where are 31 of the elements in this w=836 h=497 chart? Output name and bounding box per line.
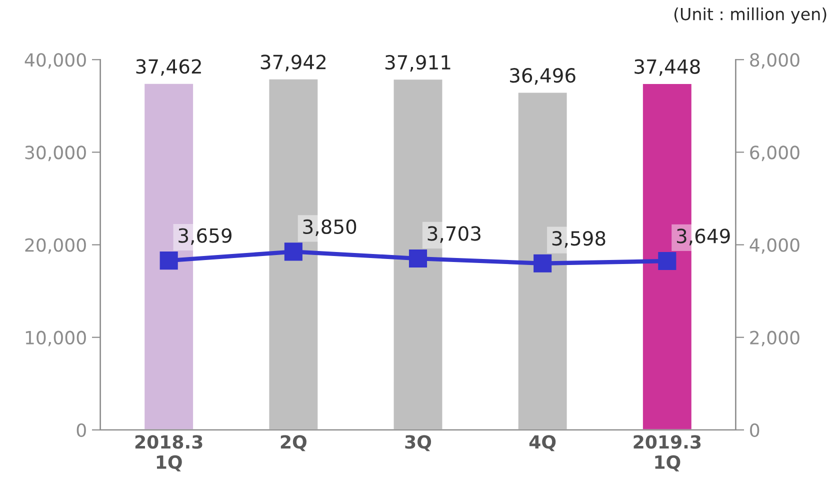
y-tick-label: 10,000 [26, 330, 86, 346]
data-label: 3,703 [428, 226, 480, 243]
data-label: 3,649 [676, 228, 730, 246]
point [534, 254, 552, 272]
y-tick-label: 30,000 [25, 146, 86, 162]
data-label: 36,496 [510, 68, 576, 85]
y2-tick-label: 2,000 [750, 330, 800, 346]
y2-tick-label: 8,000 [750, 53, 800, 69]
point [658, 252, 676, 270]
y-tick-label: 20,000 [25, 238, 86, 254]
data-label: 3,850 [303, 219, 356, 236]
x-tick-label: 2019.3 1Q [634, 435, 701, 472]
data-label: 37,942 [260, 54, 326, 72]
point [408, 249, 428, 268]
y2-tick-label: 6,000 [750, 146, 800, 162]
x-tick-label: 2018.3 1Q [135, 435, 202, 472]
data-label: 37,448 [634, 59, 700, 76]
data-label: 37,911 [385, 54, 450, 72]
data-label: 3,598 [552, 231, 606, 248]
y2-tick-label: 0 [750, 423, 760, 438]
x-tick-label: 3Q [405, 435, 432, 452]
data-label: 37,462 [136, 59, 201, 76]
x-tick-label: 2Q [280, 435, 306, 452]
point [160, 252, 178, 270]
point [284, 242, 302, 261]
y-tick-label: 40,000 [24, 53, 86, 69]
y2-tick-label: 4,000 [750, 238, 800, 254]
x-tick-label: 4Q [529, 435, 556, 452]
y-tick-label: 0 [76, 423, 86, 438]
text: (Unit : million yen) [674, 7, 826, 24]
data-label: 3,659 [178, 228, 232, 245]
